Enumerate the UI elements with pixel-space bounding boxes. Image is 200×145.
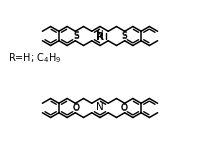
Text: S: S	[121, 31, 127, 40]
Text: S: S	[73, 32, 79, 41]
Text: N: N	[96, 29, 104, 39]
Text: R=H; $\mathregular{C_4H_9}$: R=H; $\mathregular{C_4H_9}$	[8, 52, 61, 65]
Text: O: O	[72, 104, 79, 113]
Text: S: S	[73, 31, 79, 40]
Text: O: O	[72, 103, 79, 112]
Text: O: O	[121, 103, 128, 112]
Text: S: S	[121, 32, 127, 41]
Text: R: R	[96, 31, 104, 41]
Text: O: O	[121, 104, 128, 113]
Text: N: N	[96, 102, 104, 112]
